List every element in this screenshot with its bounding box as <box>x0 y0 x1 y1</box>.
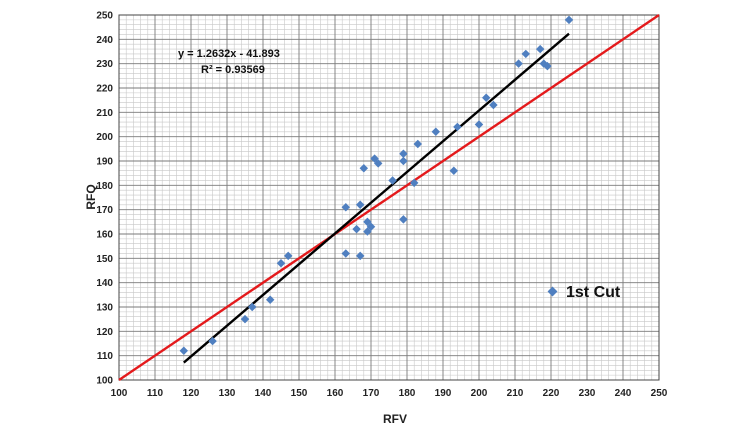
y-tick-label: 240 <box>96 35 113 46</box>
x-tick-label: 230 <box>579 388 596 399</box>
x-tick-label: 190 <box>435 388 452 399</box>
y-tick-label: 170 <box>96 205 113 216</box>
y-tick-label: 250 <box>96 11 113 22</box>
data-point <box>388 176 397 185</box>
trendline-equation: y = 1.2632x - 41.893 <box>178 48 280 60</box>
data-point <box>399 156 408 166</box>
x-tick-label: 250 <box>651 388 668 399</box>
x-tick-label: 220 <box>543 388 560 399</box>
y-axis-title: RFQ <box>84 184 98 209</box>
data-point <box>413 139 423 149</box>
y-tick-label: 220 <box>96 84 113 95</box>
legend: 1st Cut <box>547 284 621 301</box>
y-tick-label: 230 <box>96 59 113 70</box>
legend-label: 1st Cut <box>566 284 621 301</box>
data-points <box>179 15 574 356</box>
x-tick-label: 100 <box>111 388 128 399</box>
data-point <box>474 120 484 129</box>
y-tick-label: 160 <box>96 230 113 241</box>
data-point <box>366 222 376 231</box>
data-point <box>341 249 351 258</box>
legend-marker <box>547 286 558 297</box>
data-point <box>283 251 293 261</box>
data-point <box>453 122 462 132</box>
x-tick-label: 240 <box>615 388 632 399</box>
y-tick-label: 200 <box>96 132 113 143</box>
x-tick-label: 130 <box>219 388 236 399</box>
data-point <box>409 178 419 188</box>
y-tick-labels: 100 110 120 130 140 150 160 170 180 190 200 210 220 2… <box>96 11 113 387</box>
data-point <box>352 224 361 234</box>
data-point <box>179 346 189 356</box>
data-point <box>373 159 383 168</box>
y-tick-label: 120 <box>96 327 113 338</box>
y-tick-label: 110 <box>97 351 114 362</box>
data-point <box>449 166 459 175</box>
data-point <box>276 258 286 268</box>
x-axis-title: RFV <box>383 412 407 426</box>
minor-gridlines <box>119 15 659 380</box>
data-point <box>265 295 275 304</box>
y-tick-label: 100 <box>96 376 113 387</box>
x-tick-label: 170 <box>363 388 380 399</box>
data-point <box>355 200 365 210</box>
data-point <box>399 215 408 224</box>
y-tick-label: 210 <box>96 108 113 119</box>
reference-line <box>118 14 660 381</box>
data-point <box>431 127 441 137</box>
y-tick-label: 190 <box>96 157 113 168</box>
x-tick-label: 110 <box>147 388 164 399</box>
data-point <box>355 251 365 261</box>
y-tick-label: 150 <box>96 254 113 265</box>
fit-lines <box>118 14 660 381</box>
x-tick-label: 160 <box>327 388 344 399</box>
x-tick-label: 210 <box>507 388 524 399</box>
x-tick-label: 140 <box>255 388 272 399</box>
y-tick-label: 180 <box>96 181 113 192</box>
data-point <box>240 314 250 324</box>
x-tick-label: 120 <box>183 388 200 399</box>
x-tick-label: 180 <box>399 388 416 399</box>
trendline <box>183 32 570 364</box>
data-point <box>247 302 257 312</box>
y-tick-label: 130 <box>96 303 113 314</box>
x-tick-label: 200 <box>471 388 488 399</box>
data-point <box>481 93 491 102</box>
data-point <box>208 336 217 346</box>
x-tick-label: 150 <box>291 388 308 399</box>
plot-frame <box>118 14 660 381</box>
y-tick-label: 140 <box>96 278 113 289</box>
data-point <box>399 149 408 158</box>
data-point <box>341 202 351 212</box>
r-squared-label: R² = 0.93569 <box>201 64 265 76</box>
data-point <box>489 100 498 110</box>
x-tick-labels: 100 110 120 130 140 150 160 170 180 190 200 210 220 2… <box>111 388 668 399</box>
data-point <box>359 164 369 173</box>
